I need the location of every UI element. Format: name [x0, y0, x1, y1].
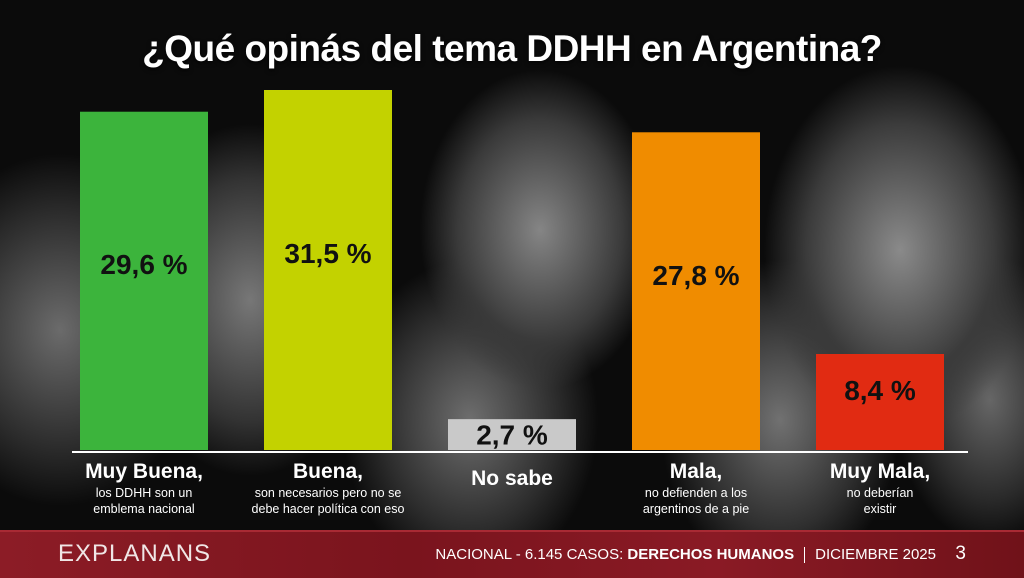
- bar-1: [264, 90, 392, 450]
- category-subtitle-1-1: debe hacer política con eso: [252, 502, 405, 516]
- bar-chart: 29,6 % Muy Buena, los DDHH son un emblema n…: [72, 90, 968, 516]
- category-title-1: Buena,: [293, 460, 363, 483]
- footer-scope: NACIONAL - 6.145 CASOS:: [435, 546, 628, 563]
- bar-value-label-2: 2,7 %: [476, 420, 548, 451]
- category-subtitle-0-0: los DDHH son un: [96, 486, 193, 500]
- bar-3: [632, 132, 760, 451]
- bar-value-label-3: 27,8 %: [652, 260, 739, 291]
- category-title-4: Muy Mala,: [830, 460, 930, 483]
- brand-logo: EXPLANANS: [58, 540, 212, 567]
- bar-value-label-1: 31,5 %: [284, 238, 371, 269]
- footer-divider: [804, 547, 806, 564]
- category-subtitle-3-0: no defienden a los: [645, 486, 747, 500]
- category-subtitle-0-1: emblema nacional: [93, 502, 194, 516]
- footer-info: NACIONAL - 6.145 CASOS: DERECHOS HUMANOS…: [435, 546, 936, 564]
- footer-date: DICIEMBRE 2025: [815, 546, 936, 563]
- category-subtitle-4-0: no deberían: [847, 486, 914, 500]
- category-title-2: No sabe: [471, 467, 553, 490]
- footer-bar: EXPLANANS NACIONAL - 6.145 CASOS: DERECH…: [0, 530, 1024, 578]
- bar-4: [816, 354, 944, 450]
- bar-2: [448, 419, 576, 450]
- category-subtitle-3-1: argentinos de a pie: [643, 502, 749, 516]
- bar-0: [80, 111, 208, 450]
- bar-value-label-4: 8,4 %: [844, 375, 916, 406]
- page-number: 3: [955, 543, 966, 564]
- category-subtitle-1-0: son necesarios pero no se: [255, 486, 402, 500]
- category-title-3: Mala,: [670, 460, 723, 483]
- chart-title: ¿Qué opinás del tema DDHH en Argentina?: [142, 28, 882, 69]
- footer-topic: DERECHOS HUMANOS: [627, 546, 795, 563]
- category-subtitle-4-1: existir: [864, 502, 897, 516]
- bar-value-label-0: 29,6 %: [100, 249, 187, 280]
- category-title-0: Muy Buena,: [85, 460, 203, 483]
